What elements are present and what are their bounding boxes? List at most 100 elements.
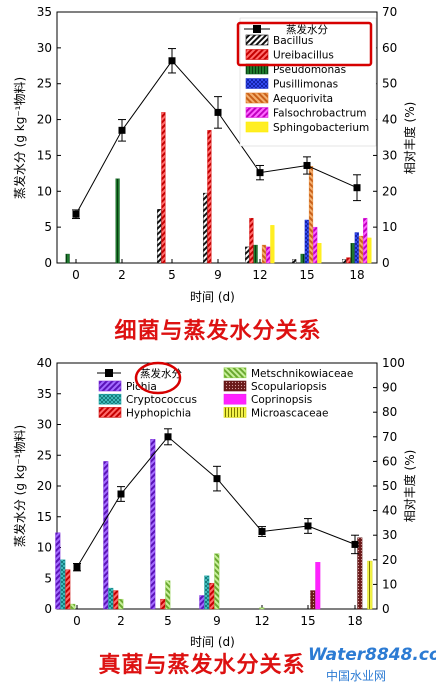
x-tick-label: 0 — [72, 268, 80, 282]
bar-bacillus — [157, 209, 162, 264]
bar-bacillus — [203, 192, 208, 264]
y-left-tick-label: 5 — [44, 571, 52, 585]
line-point — [164, 433, 172, 441]
legend-swatch — [98, 393, 122, 405]
x-axis-ticks: 0 2 5 9 12 15 18 — [73, 605, 363, 628]
y-right-tick-label: 60 — [382, 41, 397, 55]
bar-cryptococcus — [204, 575, 210, 610]
bar-metschnikowiaceae — [259, 607, 265, 610]
legend-line-label: 蒸发水分 — [140, 367, 182, 380]
line-path — [76, 436, 356, 568]
x-axis-ticks: 0 2 5 9 12 15 18 — [72, 259, 365, 282]
y-left-tick-label: 35 — [37, 387, 52, 401]
x-axis-label: 时间 (d) — [190, 635, 235, 649]
y-left-tick-label: 20 — [37, 479, 52, 493]
bar-sphingobacterium — [317, 243, 322, 264]
bar-hyphopichia — [209, 582, 215, 610]
legend-label: Pseudomonas — [273, 64, 346, 76]
y-right-tick-label: 40 — [382, 113, 397, 127]
y-right-tick-label: 20 — [382, 553, 397, 567]
bar-ureibacillus — [346, 257, 351, 264]
y-left-label: 蒸发水分 (g kg⁻¹物料) — [12, 77, 27, 199]
line-point — [72, 210, 80, 218]
bar-ureibacillus — [161, 112, 166, 264]
bar-metschnikowiaceae — [118, 598, 124, 610]
line-point — [353, 184, 361, 192]
y-left-tick-label: 0 — [44, 256, 52, 270]
legend-swatch — [245, 49, 269, 60]
y-right-label: 相对丰度 (%) — [402, 450, 417, 523]
legend-label: Ureibacillus — [273, 50, 334, 62]
bar-cryptococcus — [108, 587, 114, 610]
watermark-cn: 中国水业网 — [326, 668, 386, 683]
legend-swatch — [245, 78, 269, 89]
y-left-tick-label: 30 — [37, 418, 52, 432]
evaporation-line — [72, 48, 361, 220]
left-axis-ticks: 0 5 10 15 20 25 30 35 40 — [37, 356, 61, 616]
bar-pseudomonas — [300, 253, 305, 264]
x-tick-label: 5 — [164, 614, 172, 628]
bar-coprinopsis — [315, 562, 321, 610]
bacteria-caption: 细菌与蒸发水分关系 — [114, 318, 321, 344]
line-point — [73, 563, 81, 571]
line-point — [303, 161, 311, 169]
bar-aequorivita — [358, 235, 364, 264]
legend-line-marker — [253, 25, 261, 33]
line-point — [256, 169, 264, 177]
y-left-tick-label: 20 — [37, 113, 52, 127]
legend-label: Hyphopichia — [126, 407, 191, 419]
right-axis-ticks: 0 10 20 30 40 50 60 70 80 90 100 — [373, 356, 405, 616]
legend-label: Pusillimonas — [273, 79, 338, 91]
bar-hyphopichia — [113, 590, 119, 610]
bar-pusillimonas — [354, 232, 359, 264]
legend: 蒸发水分 Bacillus Ureibacillus Pseudomonas Pusi… — [236, 17, 377, 147]
fungi-caption: 真菌与蒸发水分关系 — [98, 652, 305, 678]
line-point — [117, 490, 125, 498]
bar-microascaceae — [367, 560, 373, 610]
y-right-tick-label: 20 — [382, 184, 397, 198]
bar-pichia — [199, 595, 205, 610]
x-tick-label: 9 — [214, 268, 222, 282]
x-tick-label: 15 — [300, 614, 315, 628]
legend-swatch — [98, 380, 122, 392]
evaporation-line — [73, 428, 359, 572]
y-right-tick-label: 60 — [382, 454, 397, 468]
y-right-tick-label: 40 — [382, 504, 397, 518]
line-point — [118, 126, 126, 134]
legend-label: Aequorivita — [273, 93, 333, 105]
x-axis-label: 时间 (d) — [190, 290, 235, 304]
bar-pichia — [150, 439, 156, 610]
x-tick-label: 9 — [213, 614, 221, 628]
line-point — [351, 540, 359, 548]
y-left-tick-label: 35 — [37, 5, 52, 19]
left-axis-ticks: 0 5 10 15 20 25 30 35 — [37, 5, 61, 270]
legend-swatch — [223, 380, 247, 392]
bar-bacillus — [245, 246, 250, 264]
bar-hyphopichia — [160, 598, 166, 610]
y-left-tick-label: 15 — [37, 510, 52, 524]
bar-scopulariopsis — [357, 537, 363, 610]
bar-pichia — [55, 532, 61, 610]
highlight-circle — [134, 361, 182, 395]
bar-metschnikowiaceae — [70, 603, 76, 610]
y-right-tick-label: 0 — [382, 602, 390, 616]
legend-swatch — [245, 92, 269, 104]
y-right-tick-label: 70 — [382, 5, 397, 19]
y-left-tick-label: 5 — [44, 220, 52, 234]
legend-label: Coprinopsis — [251, 394, 312, 406]
legend-label: Scopulariopsis — [251, 381, 327, 393]
plot-frame — [56, 11, 378, 264]
legend-swatch — [245, 34, 269, 46]
legend-label: Falsochrobactrum — [273, 108, 366, 120]
y-right-tick-label: 50 — [382, 479, 397, 493]
legend-label: Metschnikowiaceae — [251, 368, 353, 380]
legend-swatch — [223, 367, 247, 379]
legend-line-label: 蒸发水分 — [286, 23, 328, 36]
x-tick-label: 15 — [299, 268, 314, 282]
bar-cryptococcus — [60, 559, 66, 610]
y-left-tick-label: 25 — [37, 77, 52, 91]
y-right-tick-label: 0 — [382, 256, 390, 270]
